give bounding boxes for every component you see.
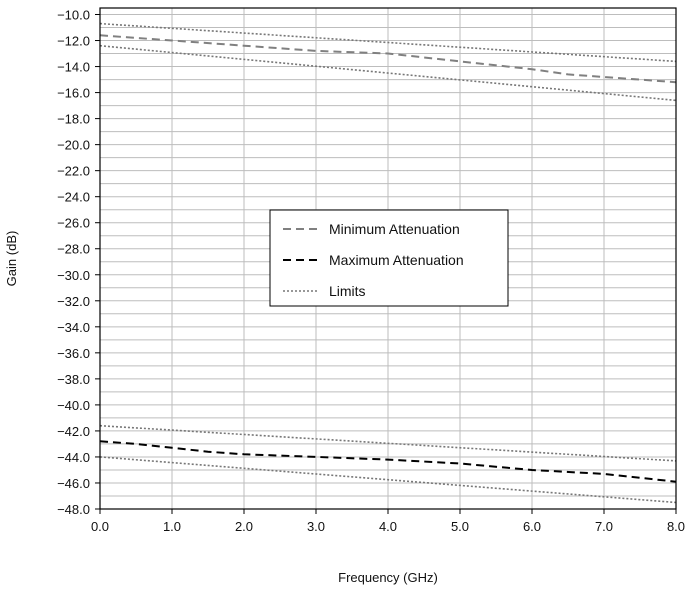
x-tick-label: 3.0: [307, 519, 325, 534]
x-tick-label: 6.0: [523, 519, 541, 534]
legend-label: Maximum Attenuation: [329, 252, 464, 268]
grid-lines: [99, 8, 677, 510]
x-tick-label: 4.0: [379, 519, 397, 534]
y-tick-label: −10.0: [57, 8, 90, 23]
legend-label: Limits: [329, 283, 366, 299]
series-line-limit-5: [99, 456, 677, 504]
legend-box: [269, 209, 509, 307]
x-tick-label: 2.0: [235, 519, 253, 534]
y-tick-label: −12.0: [57, 34, 90, 49]
y-tick-label: −14.0: [57, 60, 90, 75]
y-tick-label: −46.0: [57, 476, 90, 491]
axis-ticks: 0.0 1.0 2.0 3.0 4.0 5.0 6.0 7.0 8.0 −10.0 −12.0 −14…: [57, 8, 685, 534]
data-series: [99, 22, 677, 504]
y-tick-label: −24.0: [57, 190, 90, 205]
x-tick-label: 8.0: [667, 519, 685, 534]
y-tick-label: −16.0: [57, 86, 90, 101]
y-tick-label: −22.0: [57, 164, 90, 179]
series-line-minimum-attenuation: [99, 34, 677, 84]
y-tick-label: −44.0: [57, 450, 90, 465]
legend-label: Minimum Attenuation: [329, 221, 460, 237]
series-line-limits: [99, 22, 677, 63]
series-line-limit-4: [99, 424, 677, 462]
series-line-limit-3: [99, 44, 677, 102]
y-tick-label: −38.0: [57, 372, 90, 387]
y-tick-label: −36.0: [57, 346, 90, 361]
y-tick-label: −20.0: [57, 138, 90, 153]
y-tick-label: −34.0: [57, 320, 90, 335]
y-tick-label: −32.0: [57, 294, 90, 309]
y-tick-label: −40.0: [57, 398, 90, 413]
y-tick-label: −26.0: [57, 216, 90, 231]
y-tick-label: −48.0: [57, 502, 90, 517]
y-tick-label: −28.0: [57, 242, 90, 257]
y-tick-label: −30.0: [57, 268, 90, 283]
x-tick-label: 1.0: [163, 519, 181, 534]
y-tick-label: −18.0: [57, 112, 90, 127]
y-axis-label: Gain (dB): [4, 231, 19, 287]
x-axis-label: Frequency (GHz): [338, 570, 438, 585]
legend: Minimum Attenuation Maximum Attenuation Li…: [269, 209, 509, 307]
x-tick-label: 5.0: [451, 519, 469, 534]
x-tick-label: 7.0: [595, 519, 613, 534]
series-line-maximum-attenuation: [99, 440, 677, 483]
y-tick-label: −42.0: [57, 424, 90, 439]
x-tick-label: 0.0: [91, 519, 109, 534]
